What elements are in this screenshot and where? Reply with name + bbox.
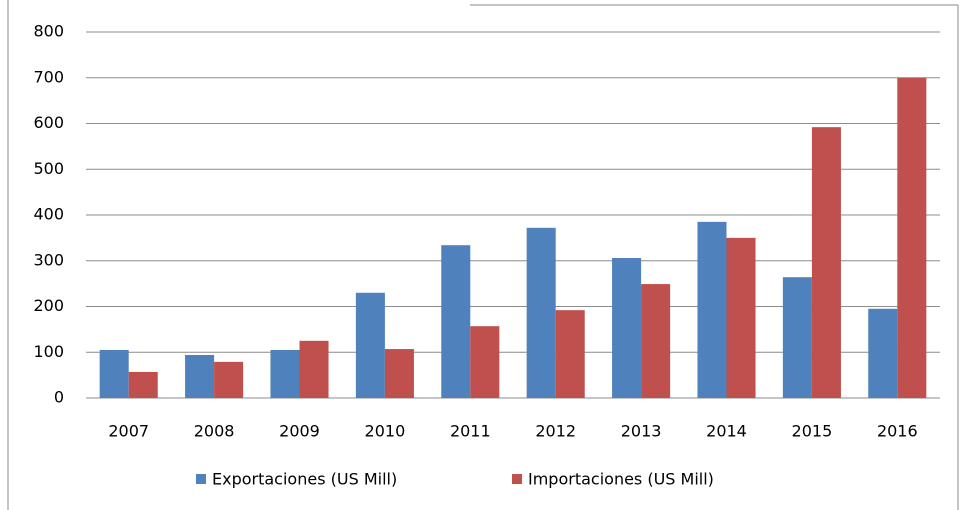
bar xyxy=(185,354,215,398)
x-tick-label: 2007 xyxy=(108,422,149,441)
x-tick-label: 2009 xyxy=(279,422,320,441)
bar xyxy=(897,77,927,398)
bar xyxy=(555,310,585,398)
x-tick-label: 2011 xyxy=(450,422,491,441)
bar xyxy=(355,292,385,398)
bar xyxy=(384,349,414,398)
bar xyxy=(270,349,300,398)
bar xyxy=(526,227,556,398)
x-tick-label: 2013 xyxy=(621,422,662,441)
y-tick-label: 400 xyxy=(33,205,64,224)
bar xyxy=(99,349,129,398)
bar xyxy=(782,277,812,398)
y-tick-label: 200 xyxy=(33,296,64,315)
bar xyxy=(128,371,158,398)
x-tick-label: 2008 xyxy=(194,422,235,441)
legend-label: Exportaciones (US Mill) xyxy=(212,470,397,489)
x-tick-label: 2015 xyxy=(792,422,833,441)
bar xyxy=(214,361,244,398)
bar xyxy=(612,258,642,398)
x-tick-label: 2010 xyxy=(365,422,406,441)
y-tick-label: 800 xyxy=(33,22,64,41)
y-tick-label: 300 xyxy=(33,250,64,269)
bar xyxy=(697,221,727,398)
y-tick-label: 600 xyxy=(33,113,64,132)
x-tick-label: 2012 xyxy=(535,422,576,441)
y-tick-label: 100 xyxy=(33,342,64,361)
legend-label: Importaciones (US Mill) xyxy=(528,470,714,489)
bar xyxy=(726,237,756,398)
bar xyxy=(641,284,671,398)
legend-swatch xyxy=(512,474,522,484)
legend-swatch xyxy=(196,474,206,484)
bar xyxy=(299,340,329,398)
y-tick-label: 0 xyxy=(54,388,64,407)
y-tick-label: 700 xyxy=(33,67,64,86)
x-tick-label: 2016 xyxy=(877,422,918,441)
bar xyxy=(470,326,500,398)
bar xyxy=(441,245,471,398)
y-tick-label: 500 xyxy=(33,159,64,178)
bar xyxy=(868,308,898,398)
bar xyxy=(811,127,841,398)
x-tick-label: 2014 xyxy=(706,422,747,441)
